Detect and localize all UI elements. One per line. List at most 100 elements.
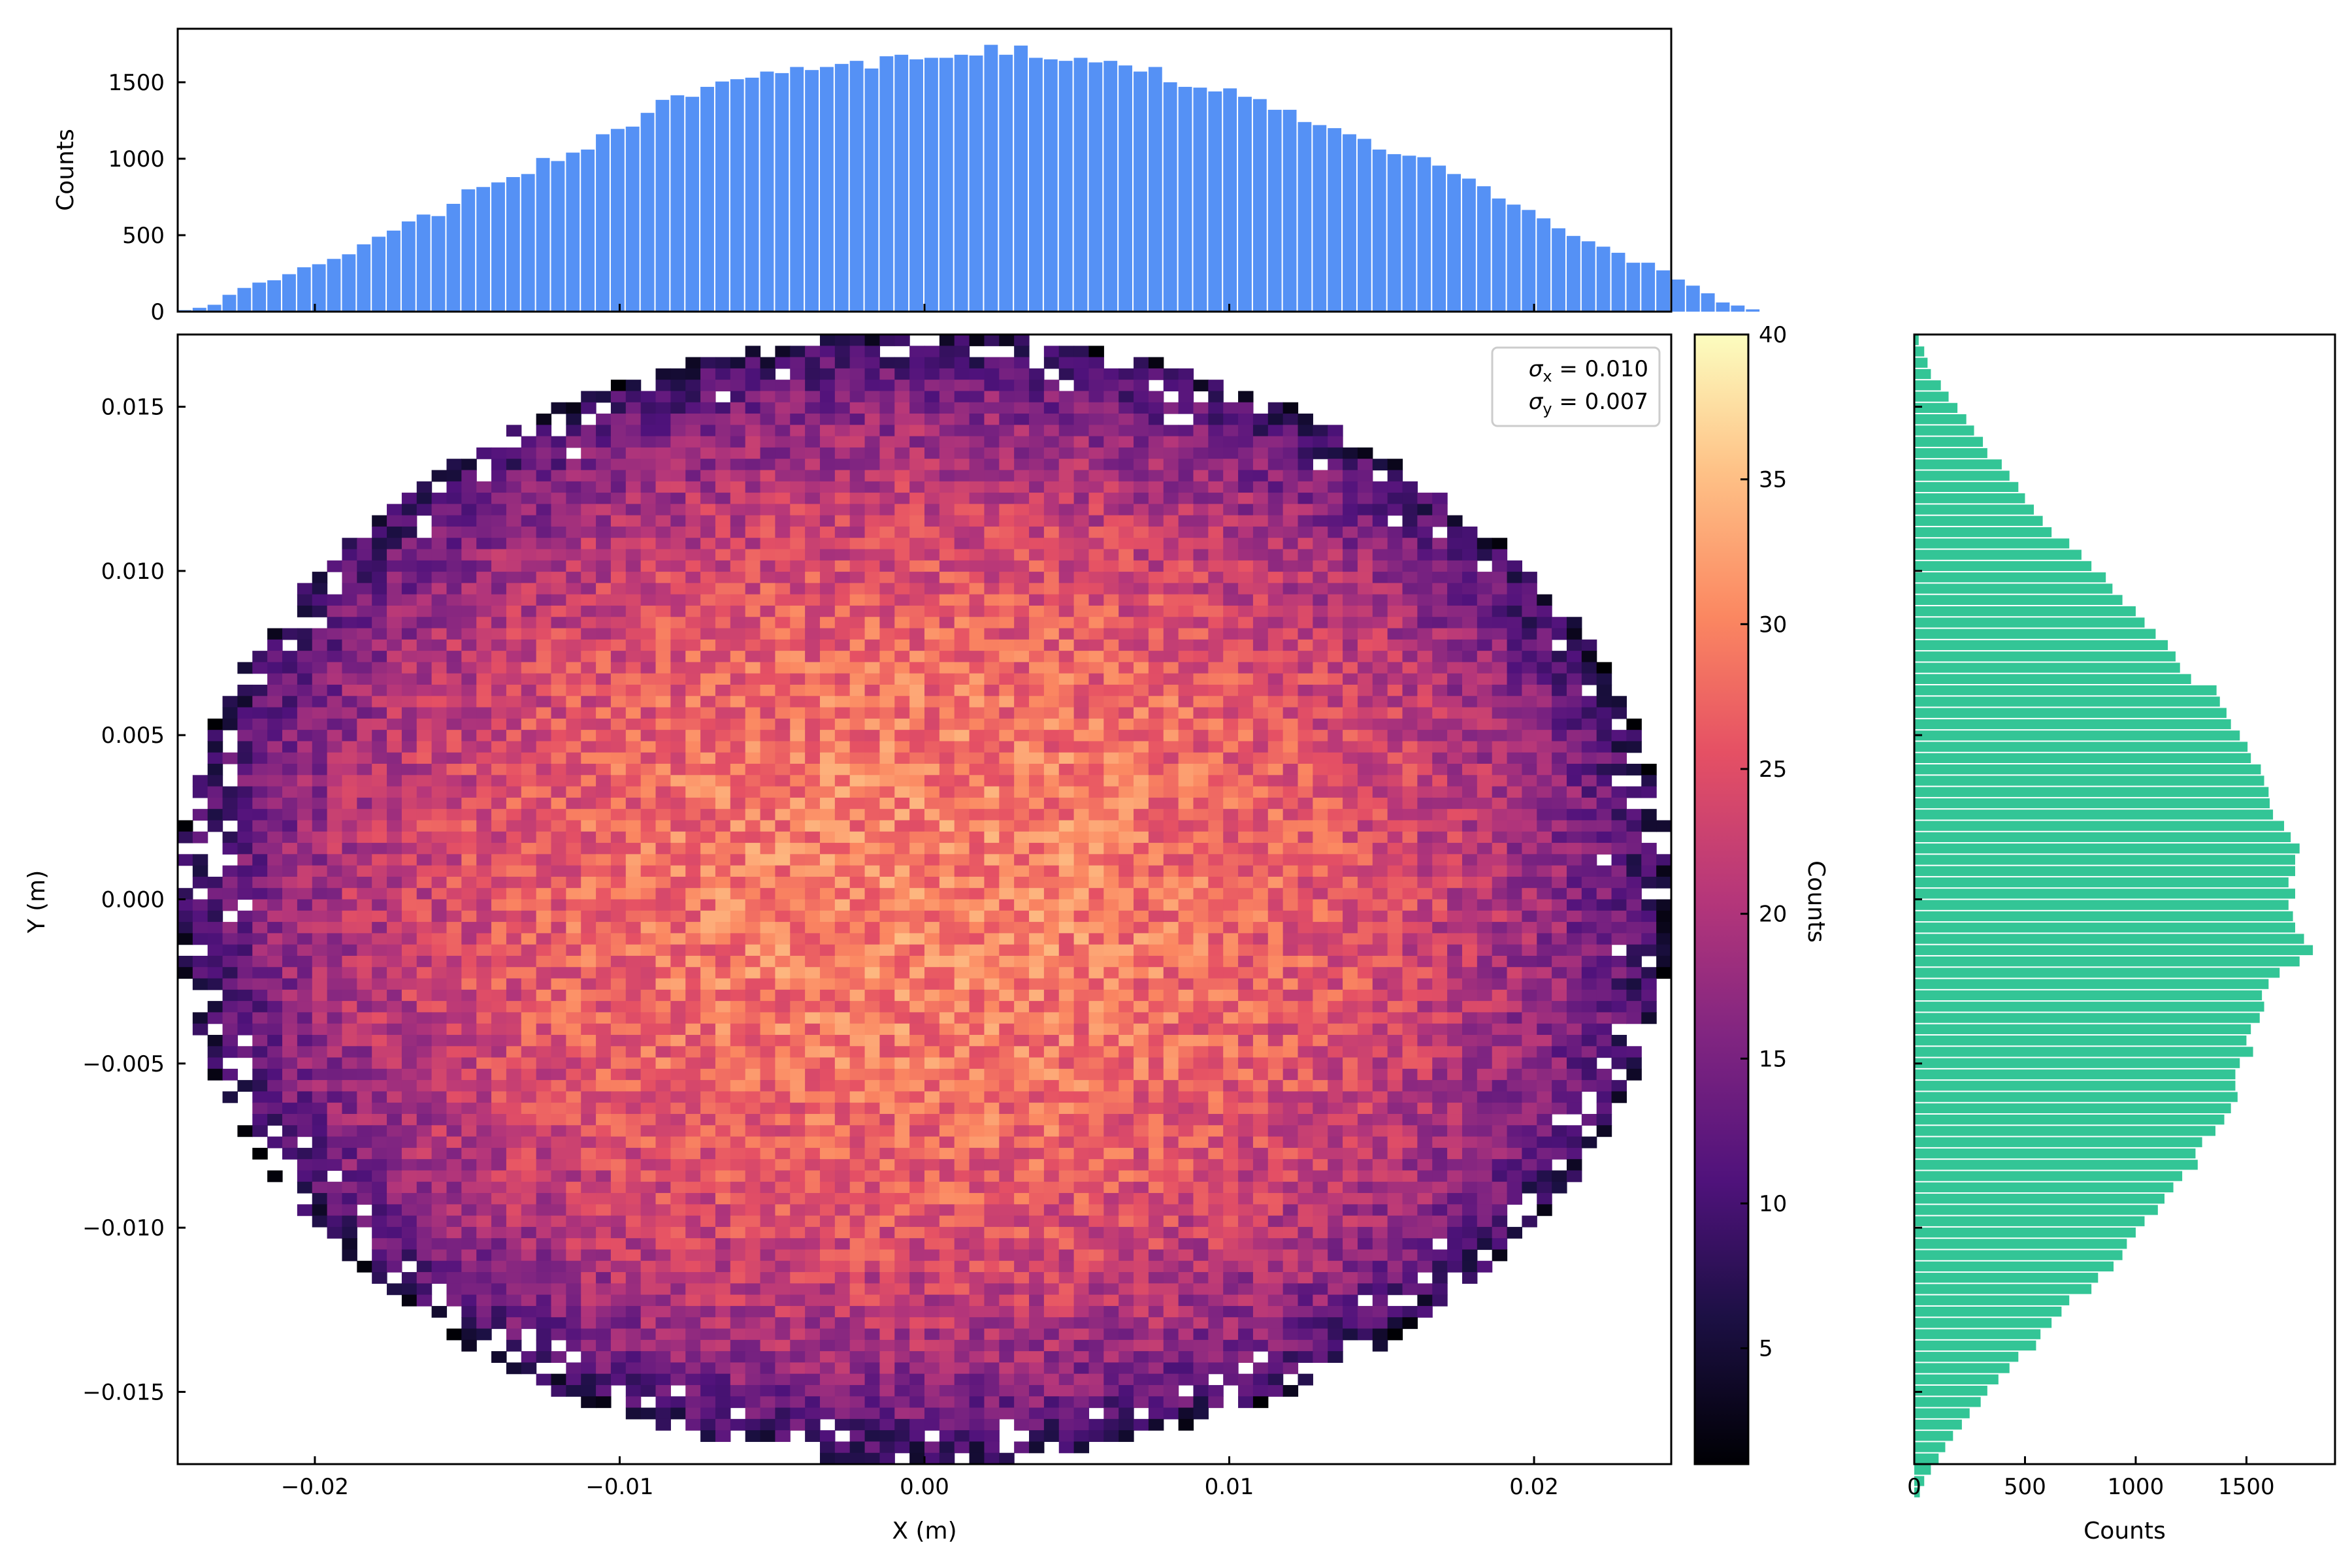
heatmap-cell xyxy=(401,662,417,674)
heatmap-cell xyxy=(819,718,836,730)
heatmap-cell xyxy=(1611,752,1627,764)
heatmap-cell xyxy=(775,843,791,855)
heatmap-cell xyxy=(1043,967,1060,979)
heatmap-cell xyxy=(864,865,881,877)
heatmap-cell xyxy=(805,730,821,742)
heatmap-cell xyxy=(237,752,253,764)
heatmap-cell xyxy=(1029,854,1045,866)
heatmap-cell xyxy=(207,876,223,889)
heatmap-cell xyxy=(491,538,507,550)
heatmap-cell xyxy=(1492,696,1508,708)
heatmap-cell xyxy=(1462,1001,1478,1013)
heatmap-cell xyxy=(1043,459,1060,471)
heatmap-cell xyxy=(849,820,866,832)
heatmap-cell xyxy=(551,820,566,832)
heatmap-cell xyxy=(1477,583,1493,595)
heatmap-cell xyxy=(1462,831,1478,843)
heatmap-cell xyxy=(909,651,925,663)
heatmap-cell xyxy=(372,707,387,719)
heatmap-cell xyxy=(1178,368,1194,380)
top-histogram-bar xyxy=(625,126,640,312)
heatmap-cell xyxy=(357,617,372,629)
heatmap-cell xyxy=(1328,899,1343,911)
heatmap-cell xyxy=(1328,459,1343,471)
heatmap-cell xyxy=(1223,718,1239,730)
heatmap-cell xyxy=(700,797,716,809)
heatmap-cell xyxy=(1477,617,1493,629)
heatmap-cell xyxy=(1148,651,1164,663)
heatmap-cell xyxy=(984,752,1000,764)
heatmap-cell xyxy=(431,538,448,550)
heatmap-cell xyxy=(1402,572,1418,583)
heatmap-cell xyxy=(1043,639,1060,651)
heatmap-cell xyxy=(1103,617,1119,629)
heatmap-cell xyxy=(1238,414,1254,425)
heatmap-cell xyxy=(1372,526,1388,538)
heatmap-cell xyxy=(1282,684,1299,696)
heatmap-cell xyxy=(1267,741,1284,753)
heatmap-cell xyxy=(431,730,448,742)
heatmap-cell xyxy=(1178,481,1194,493)
heatmap-cell xyxy=(1163,786,1179,798)
heatmap-cell xyxy=(596,696,612,708)
heatmap-cell xyxy=(1178,741,1194,753)
heatmap-cell xyxy=(655,696,671,708)
heatmap-cell xyxy=(610,526,627,538)
heatmap-cell xyxy=(984,955,1000,968)
heatmap-cell xyxy=(1596,888,1612,900)
heatmap-cell xyxy=(1522,651,1537,663)
heatmap-cell xyxy=(1208,538,1224,550)
heatmap-cell xyxy=(1611,978,1627,990)
heatmap-cell xyxy=(984,843,1000,855)
heatmap-cell xyxy=(610,809,627,821)
heatmap-cell xyxy=(506,786,522,798)
heatmap-cell xyxy=(431,967,448,979)
heatmap-cell xyxy=(715,459,731,471)
heatmap-cell xyxy=(1477,730,1493,742)
heatmap-cell xyxy=(670,583,686,595)
heatmap-cell xyxy=(849,730,866,742)
heatmap-cell xyxy=(1357,538,1373,550)
heatmap-cell xyxy=(1537,617,1552,629)
heatmap-cell xyxy=(536,967,552,979)
heatmap-cell xyxy=(1058,391,1075,403)
heatmap-cell xyxy=(999,481,1015,493)
heatmap-cell xyxy=(1298,922,1313,934)
heatmap-cell xyxy=(1193,560,1209,572)
heatmap-cell xyxy=(446,922,462,934)
heatmap-cell xyxy=(461,560,477,572)
heatmap-cell xyxy=(1178,854,1194,866)
heatmap-cell xyxy=(1058,910,1075,923)
heatmap-cell xyxy=(1014,673,1030,685)
heatmap-cell xyxy=(909,560,925,572)
heatmap-cell xyxy=(939,955,955,968)
heatmap-cell xyxy=(1328,989,1343,1002)
heatmap-cell xyxy=(521,955,537,968)
heatmap-cell xyxy=(1343,572,1358,583)
heatmap-cell xyxy=(401,989,417,1002)
heatmap-cell xyxy=(834,357,851,369)
heatmap-cell xyxy=(939,1012,955,1024)
heatmap-cell xyxy=(581,662,596,674)
heatmap-cell xyxy=(1134,402,1149,414)
heatmap-cell xyxy=(1447,854,1463,866)
heatmap-cell xyxy=(834,910,851,923)
heatmap-cell xyxy=(357,786,372,798)
heatmap-cell xyxy=(730,752,746,764)
heatmap-cell xyxy=(954,1012,970,1024)
heatmap-cell xyxy=(342,967,357,979)
heatmap-cell xyxy=(1178,888,1194,900)
heatmap-cell xyxy=(297,707,313,719)
heatmap-cell xyxy=(1119,402,1134,414)
heatmap-cell xyxy=(357,809,372,821)
heatmap-cell xyxy=(670,910,686,923)
heatmap-cell xyxy=(1357,843,1373,855)
heatmap-cell xyxy=(1058,436,1075,448)
heatmap-cell xyxy=(1029,910,1045,923)
heatmap-cell xyxy=(685,696,701,708)
heatmap-cell xyxy=(1267,639,1284,651)
heatmap-cell xyxy=(252,651,268,663)
heatmap-cell xyxy=(267,876,283,889)
heatmap-cell xyxy=(1252,865,1269,877)
heatmap-cell xyxy=(372,978,387,990)
